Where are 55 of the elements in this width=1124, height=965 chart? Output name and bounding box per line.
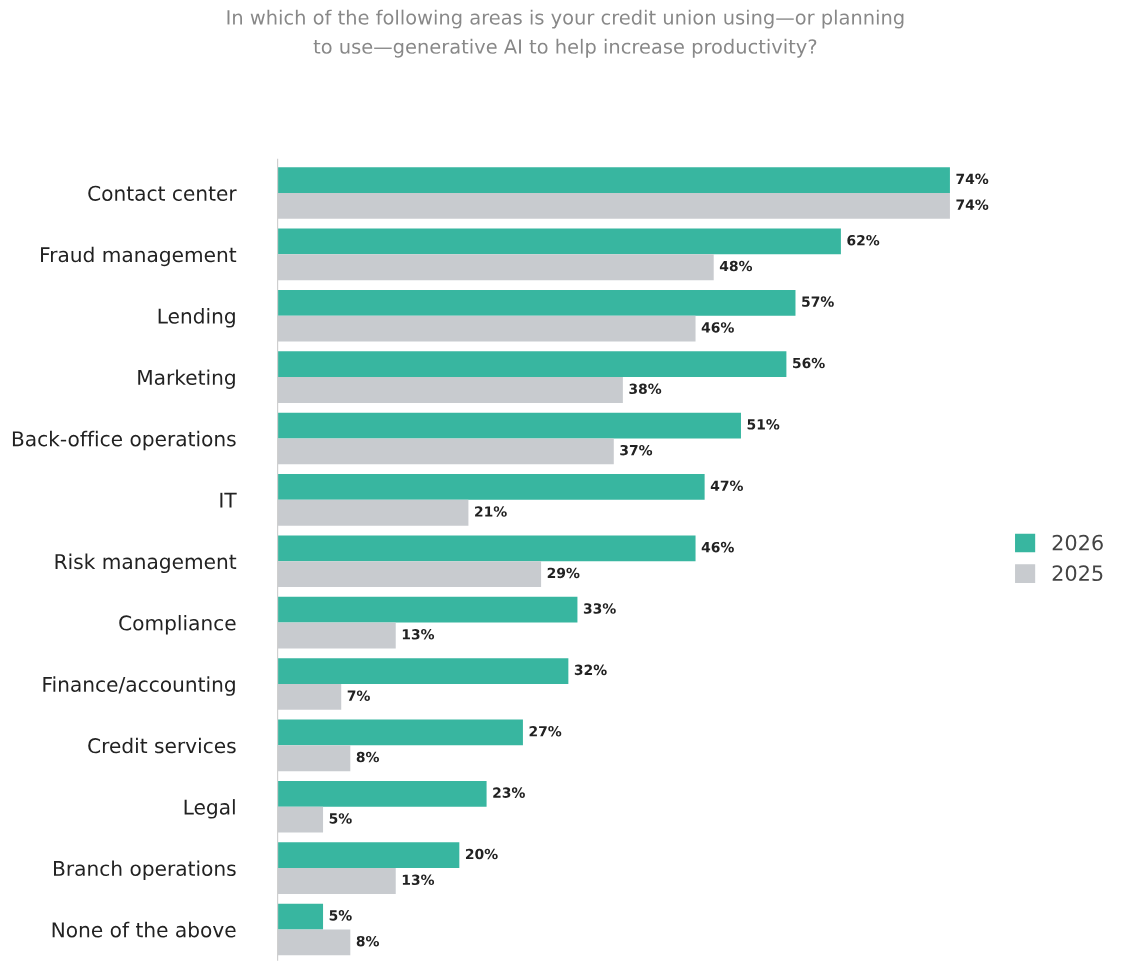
bar xyxy=(277,780,487,807)
data-label: 5% xyxy=(329,813,352,824)
y-tick-label: Credit services xyxy=(88,737,236,754)
data-label: 8% xyxy=(356,751,379,763)
data-label: 51% xyxy=(747,419,780,430)
data-label: 57% xyxy=(802,296,834,307)
data-label: 27% xyxy=(529,726,562,737)
bar xyxy=(277,658,569,684)
data-label: 46% xyxy=(701,541,734,553)
data-label: 5% xyxy=(329,910,352,921)
data-label: 37% xyxy=(620,444,653,456)
data-label: 8% xyxy=(356,935,379,947)
chart-title: In which of the following areas is your credit union using—or planning to use—generative AI to help increase productivity? xyxy=(227,9,904,58)
data-label: 56% xyxy=(793,357,825,369)
data-label: 74% xyxy=(956,173,989,185)
data-label: 47% xyxy=(710,480,743,491)
y-tick-label: IT xyxy=(220,492,237,508)
data-label: 13% xyxy=(402,629,435,640)
y-tick-label: Marketing xyxy=(138,369,235,389)
data-label: 23% xyxy=(493,787,525,798)
data-label: 7% xyxy=(347,690,370,701)
y-tick-label: Finance/accounting xyxy=(43,676,235,696)
y-tick-label: Compliance xyxy=(119,614,236,635)
y-tick-label: None of the above xyxy=(52,921,236,938)
bar xyxy=(277,719,523,746)
data-label: 21% xyxy=(475,506,507,517)
data-label: 13% xyxy=(402,874,435,886)
data-label: 74% xyxy=(956,199,989,210)
data-label: 20% xyxy=(465,848,498,860)
bar xyxy=(277,596,578,623)
bar xyxy=(277,842,460,869)
bar xyxy=(277,412,741,439)
y-tick-label: Fraud management xyxy=(41,246,237,267)
legend-label: 2025 xyxy=(1052,565,1103,582)
y-tick-label: Legal xyxy=(184,799,235,819)
data-label: 46% xyxy=(701,322,734,333)
y-tick-label: Branch operations xyxy=(54,860,236,880)
bar xyxy=(277,228,841,255)
data-label: 32% xyxy=(574,664,607,676)
y-tick-label: Contact center xyxy=(88,185,237,201)
data-label: 38% xyxy=(629,383,662,395)
bar xyxy=(277,535,696,562)
y-tick-label: Back-office operations xyxy=(12,430,236,451)
data-label: 48% xyxy=(719,260,753,272)
data-label: 62% xyxy=(847,234,880,246)
bar xyxy=(277,167,950,193)
y-tick-label: Risk management xyxy=(55,553,237,574)
y-tick-label: Lending xyxy=(158,308,235,328)
data-label: 29% xyxy=(547,567,580,579)
bar xyxy=(277,351,787,378)
data-label: 33% xyxy=(583,603,616,614)
bar xyxy=(277,474,705,500)
legend-label: 2026 xyxy=(1052,534,1103,551)
bar xyxy=(277,903,324,930)
bar xyxy=(277,289,796,316)
